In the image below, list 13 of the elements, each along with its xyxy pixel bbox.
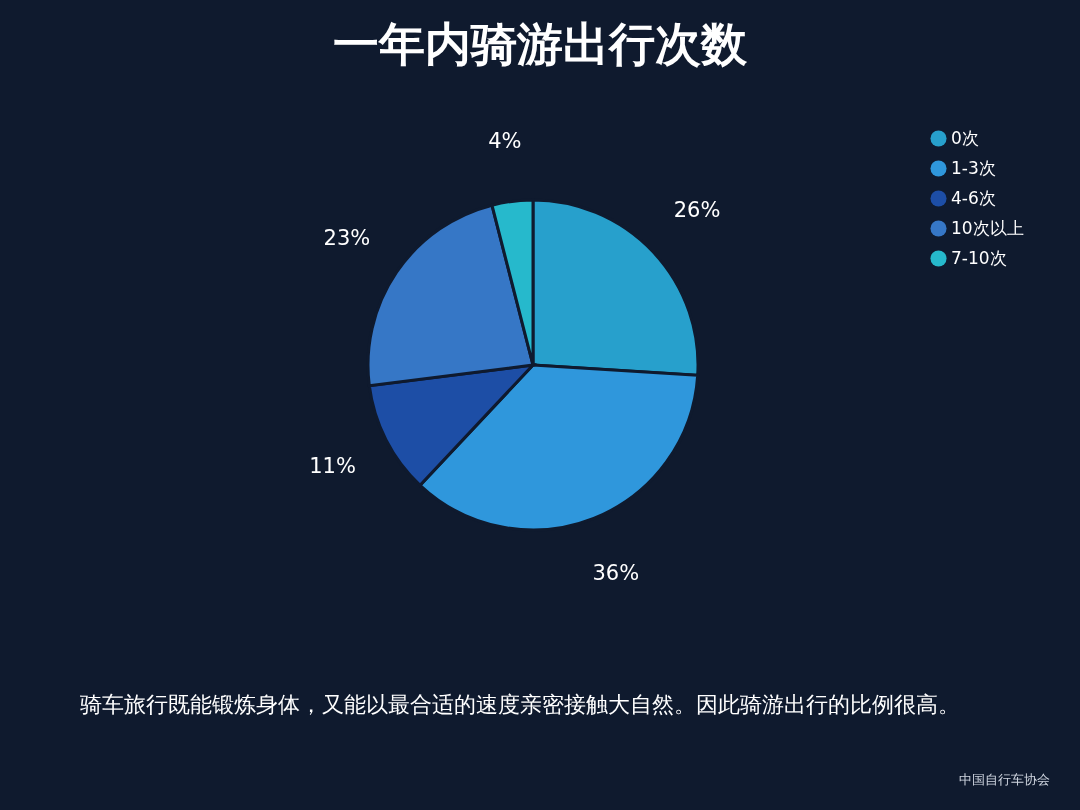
legend-label: 1-3次 <box>951 157 996 178</box>
data-label: 23% <box>323 225 371 250</box>
legend-label: 4-6次 <box>951 187 996 208</box>
data-label: 11% <box>309 454 356 479</box>
data-label: 26% <box>673 197 721 222</box>
legend-label: 7-10次 <box>951 247 1007 268</box>
legend-label: 0次 <box>951 127 979 148</box>
data-label: 36% <box>592 561 640 586</box>
chart-title: 一年内骑游出行次数 <box>333 17 748 71</box>
text: 骑车旅行既能锻炼身体，又能以最合适的速度亲密接触大自然。因此骑游出行的比例很高。 <box>80 692 960 717</box>
legend-label: 10次以上 <box>951 217 1024 238</box>
data-label: 4% <box>488 128 522 153</box>
text: 中国自行车协会 <box>959 772 1050 787</box>
